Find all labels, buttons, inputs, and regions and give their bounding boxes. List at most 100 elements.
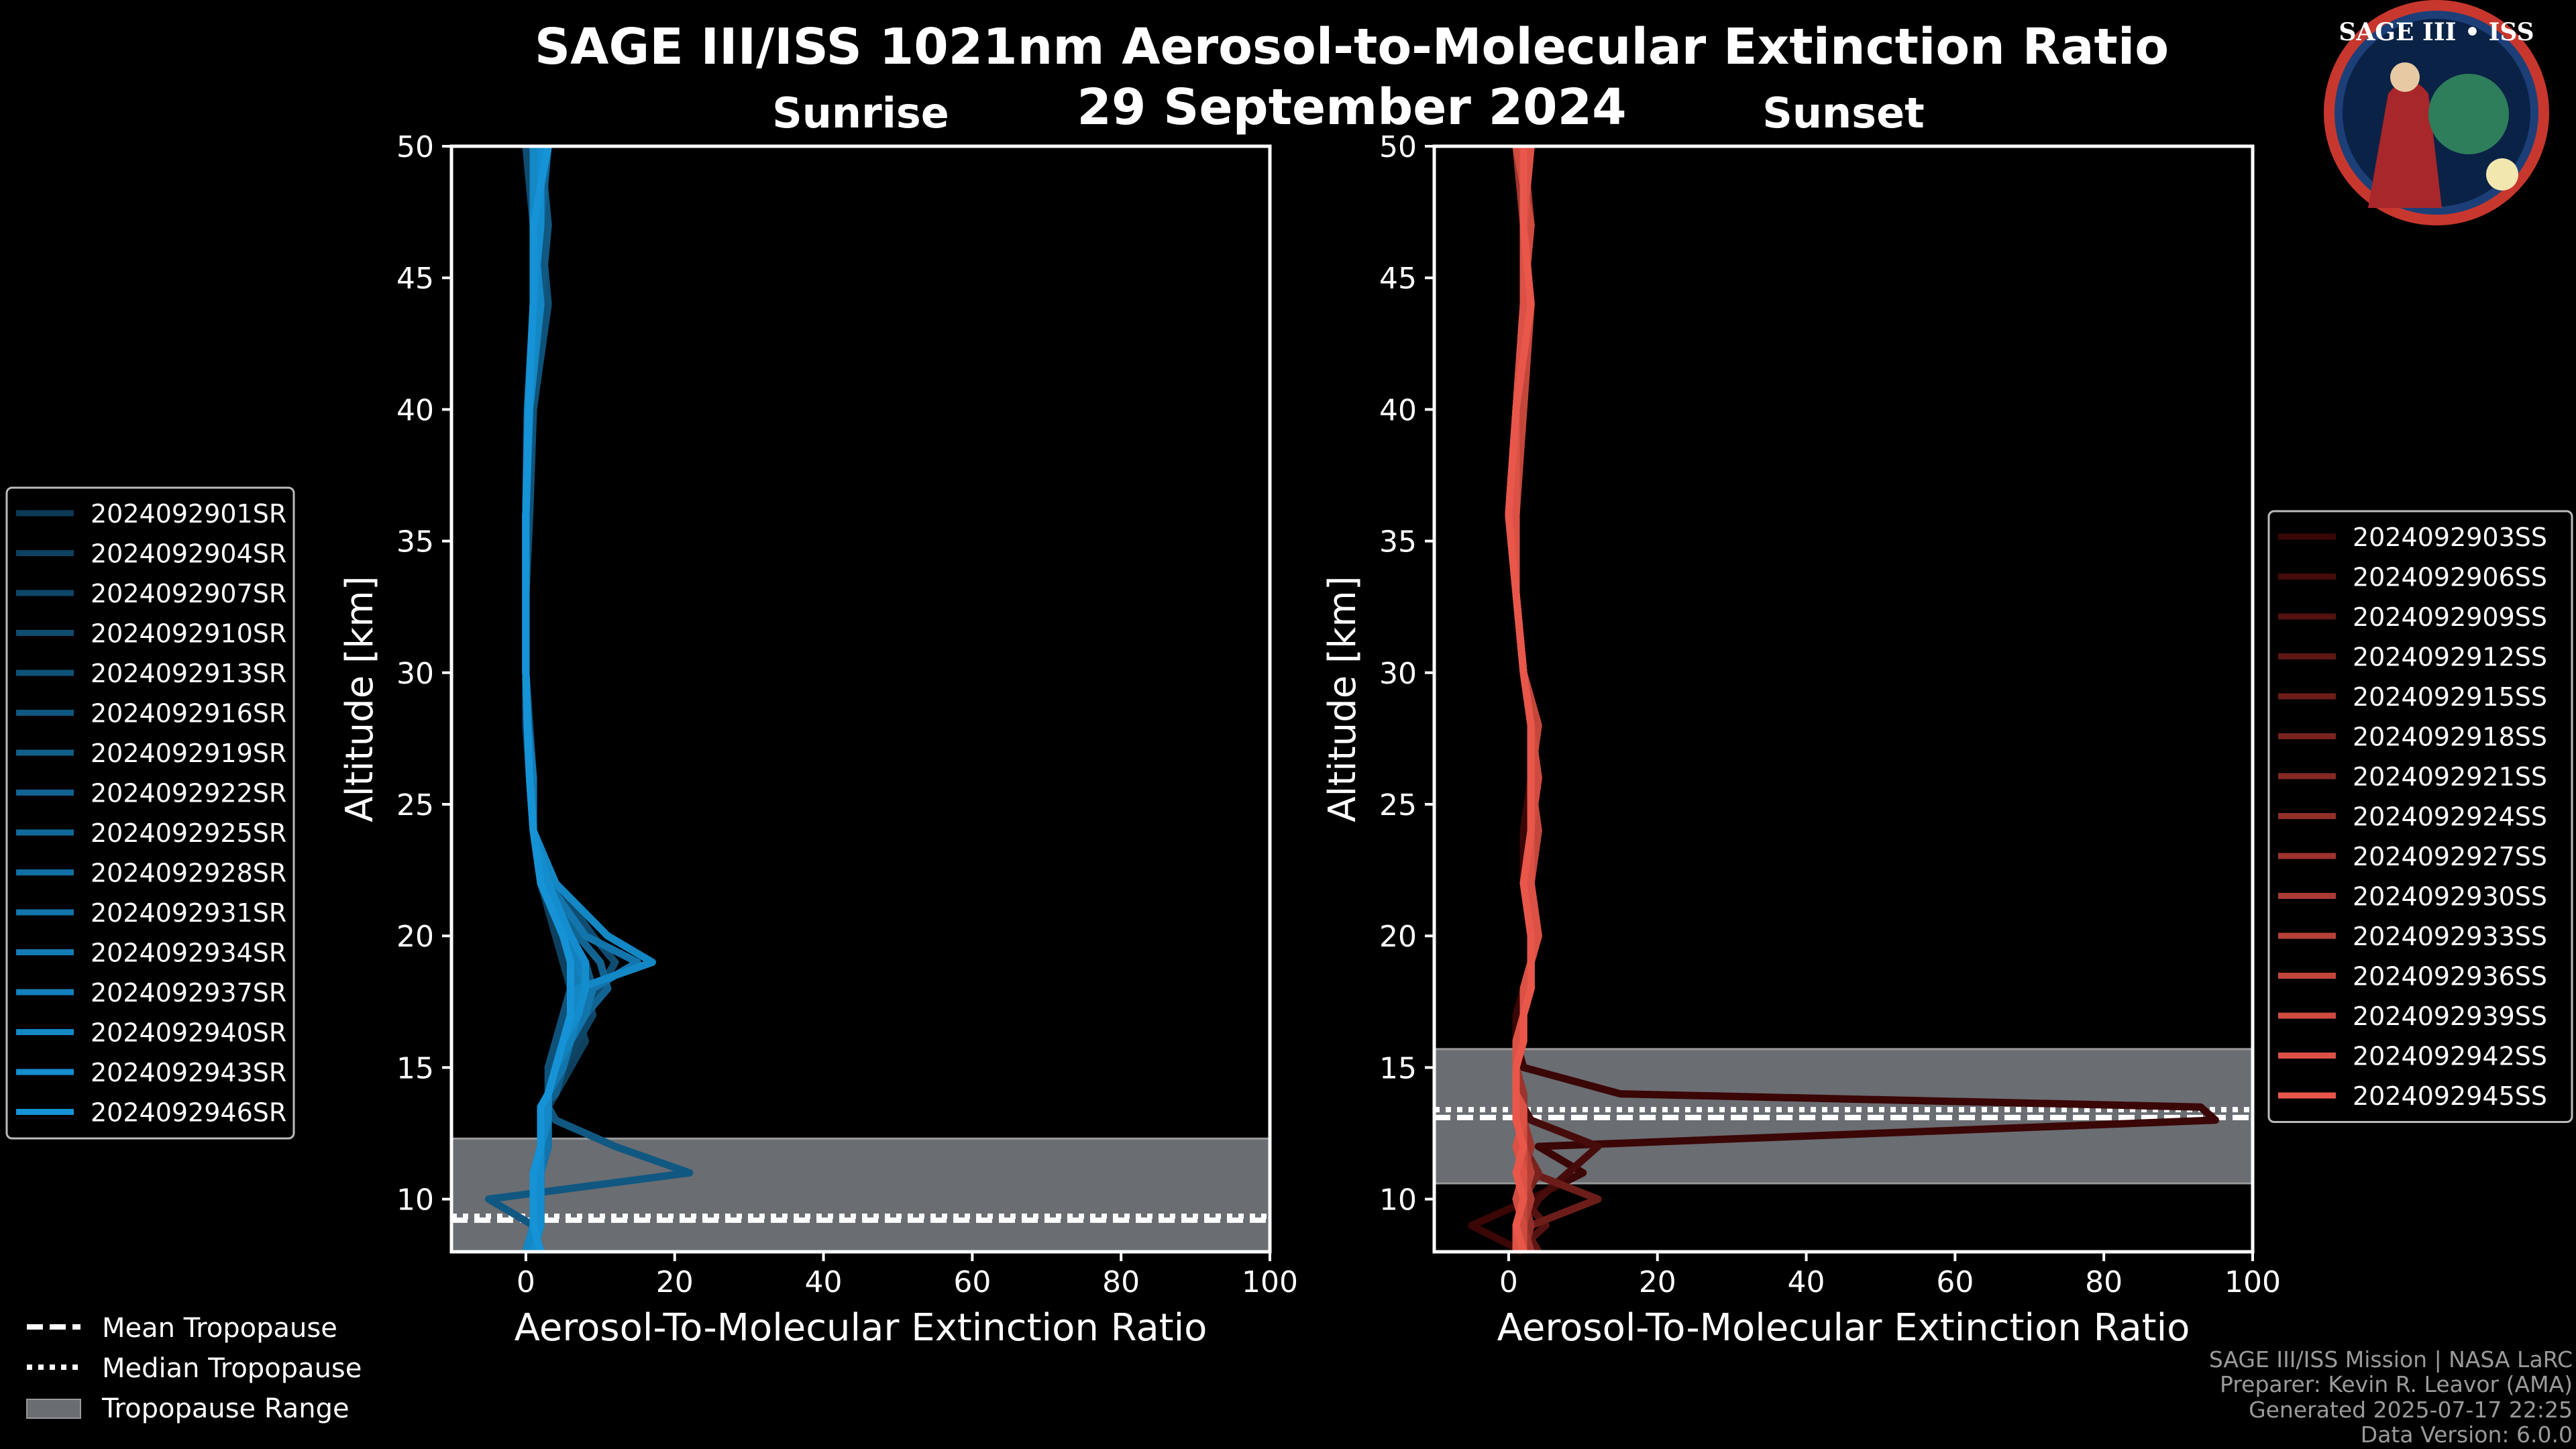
legend-tropopause-range: Tropopause Range (101, 1393, 350, 1424)
footer-version: Data Version: 6.0.0 (2361, 1421, 2573, 1448)
legend-label: 2024092925SR (91, 818, 286, 848)
legend-label: 2024092901SR (91, 499, 286, 529)
sunrise-legend-box (5, 486, 295, 1140)
y-tick-label: 35 (1379, 525, 1417, 559)
legend-item: 2024092931SR (16, 898, 286, 928)
legend-label: 2024092927SS (2353, 842, 2547, 871)
legend-item: 2024092930SS (2278, 882, 2547, 912)
legend-label: 2024092934SR (91, 938, 286, 968)
legend-label: 2024092907SR (91, 579, 286, 608)
legend-item: 2024092943SR (16, 1058, 286, 1087)
legend-item: 2024092906SS (2278, 563, 2547, 592)
y-tick-label: 25 (396, 788, 434, 822)
sunset-subtitle: Sunset (1762, 89, 1925, 138)
legend-label: 2024092937SR (91, 978, 286, 1008)
legend-label: 2024092916SR (91, 699, 286, 729)
chart-title: SAGE III/ISS 1021nm Aerosol-to-Molecular… (535, 18, 2169, 76)
legend-item: 2024092922SR (16, 779, 286, 808)
legend-label: 2024092921SS (2353, 762, 2547, 792)
bottom-legend: Mean Tropopause Median Tropopause Tropop… (26, 1313, 362, 1424)
sunrise-plot-area (451, 146, 1270, 1252)
legend-item: 2024092910SR (16, 619, 286, 649)
legend-item: 2024092907SR (16, 579, 286, 608)
x-tick-label: 0 (1499, 1265, 1518, 1299)
legend-label: 2024092936SS (2353, 962, 2547, 991)
legend-label: 2024092931SR (91, 898, 286, 928)
legend-label: 2024092915SS (2353, 682, 2547, 712)
legend-label: 2024092919SR (91, 739, 286, 768)
x-tick-label: 100 (2224, 1265, 2281, 1299)
legend-label: 2024092928SR (91, 859, 286, 888)
chart-date: 29 September 2024 (1077, 78, 1626, 136)
sunrise-y-axis-label: Altitude [km] (338, 576, 382, 822)
legend-item: 2024092901SR (16, 499, 286, 529)
legend-item: 2024092919SR (16, 739, 286, 768)
sunset-x-axis-label: Aerosol-To-Molecular Extinction Ratio (1497, 1306, 2190, 1350)
y-tick-label: 25 (1379, 788, 1417, 822)
sunset-panel: Sunset 0 20 40 60 80 100 10 15 20 25 30 35 40 45 50 Aero… (1321, 89, 2281, 1350)
y-tick-label: 20 (396, 920, 434, 954)
footer-preparer: Preparer: Kevin R. Leavor (AMA) (2220, 1371, 2573, 1397)
legend-label: 2024092946SR (91, 1098, 286, 1128)
legend-item: 2024092937SR (16, 978, 286, 1008)
legend-label: 2024092945SS (2353, 1081, 2547, 1111)
legend-item: 2024092912SS (2278, 643, 2547, 672)
legend-item: 2024092924SS (2278, 802, 2547, 832)
legend-item: 2024092921SS (2278, 762, 2547, 792)
legend-item: 2024092918SS (2278, 722, 2547, 752)
sunrise-profile-line (522, 145, 574, 1253)
legend-label: 2024092942SS (2353, 1042, 2547, 1071)
y-tick-label: 15 (1379, 1051, 1417, 1085)
footer-generated: Generated 2025-07-17 22:25 (2249, 1397, 2573, 1423)
sunset-axes-frame (1432, 144, 2255, 1254)
x-tick-label: 60 (953, 1265, 991, 1299)
legend-item: 2024092940SR (16, 1018, 286, 1048)
y-tick-label: 40 (396, 393, 434, 427)
y-tick-label: 35 (396, 525, 434, 559)
legend-label: 2024092933SS (2353, 922, 2547, 951)
x-tick-label: 80 (1102, 1265, 1140, 1299)
sunset-legend-box (2267, 510, 2573, 1123)
legend-label: 2024092913SR (91, 659, 286, 688)
sunrise-subtitle: Sunrise (772, 89, 949, 138)
y-tick-label: 30 (396, 657, 434, 691)
sunrise-tropopause-range (450, 1137, 1271, 1253)
y-tick-label: 40 (1379, 393, 1417, 427)
legend-item: 2024092945SS (2278, 1081, 2547, 1111)
sunset-y-axis-label: Altitude [km] (1321, 576, 1364, 822)
logo-text: SAGE III • ISS (2339, 18, 2534, 46)
y-tick-label: 20 (1379, 920, 1417, 954)
footer: SAGE III/ISS Mission | NASA LaRC Prepare… (2209, 1346, 2573, 1448)
legend-item: 2024092934SR (16, 938, 286, 968)
legend-mean-tropopause: Mean Tropopause (102, 1313, 337, 1344)
legend-item: 2024092925SR (16, 818, 286, 848)
y-tick-label: 50 (1379, 130, 1417, 164)
y-tick-label: 10 (1379, 1183, 1417, 1218)
x-tick-label: 20 (1639, 1265, 1676, 1299)
x-tick-label: 20 (656, 1265, 694, 1299)
legend-label: 2024092910SR (91, 619, 286, 649)
tropopause-range-swatch (26, 1399, 81, 1419)
y-tick-label: 30 (1379, 657, 1417, 691)
sunrise-panel: Sunrise 0 20 40 60 80 100 10 15 20 25 30 35 40 45 50 Aer… (338, 89, 1298, 1350)
footer-mission: SAGE III/ISS Mission | NASA LaRC (2209, 1346, 2573, 1373)
y-tick-label: 15 (396, 1051, 434, 1085)
legend-label: 2024092943SR (91, 1058, 286, 1087)
sunrise-x-axis-label: Aerosol-To-Molecular Extinction Ratio (515, 1306, 1208, 1350)
legend-item: 2024092916SR (16, 699, 286, 729)
mission-logo: SAGE III • ISS (2324, 0, 2549, 225)
y-tick-label: 10 (396, 1183, 434, 1218)
sunset-profile-line (1505, 146, 1535, 1253)
x-tick-label: 60 (1936, 1265, 1974, 1299)
x-tick-label: 40 (1788, 1265, 1825, 1299)
x-tick-label: 80 (2085, 1265, 2123, 1299)
legend-median-tropopause: Median Tropopause (102, 1353, 362, 1384)
legend-label: 2024092912SS (2353, 643, 2547, 672)
legend-item: 2024092942SS (2278, 1042, 2547, 1071)
legend-item: 2024092903SS (2278, 523, 2547, 552)
x-tick-label: 40 (805, 1265, 843, 1299)
y-tick-label: 45 (396, 262, 434, 296)
legend-label: 2024092924SS (2353, 802, 2547, 832)
legend-label: 2024092939SS (2353, 1002, 2547, 1031)
